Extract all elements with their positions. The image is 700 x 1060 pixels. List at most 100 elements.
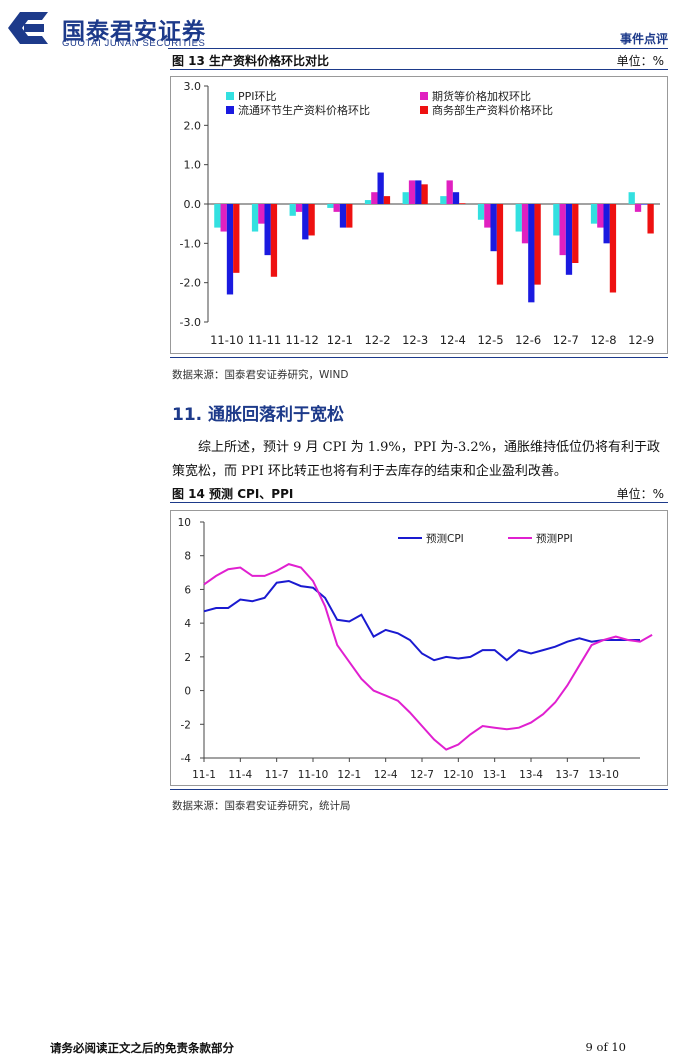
x-tick-label: 13-1 xyxy=(483,769,507,781)
figure13-unit: 单位：% xyxy=(616,54,664,68)
x-tick-label: 12-1 xyxy=(337,769,361,781)
figure14-unit: 单位：% xyxy=(616,487,664,501)
x-tick-label: 11-12 xyxy=(285,333,318,347)
figure14-title: 图 14 预测 CPI、PPI xyxy=(172,487,294,501)
bar xyxy=(289,204,296,216)
y-tick-label: -2.0 xyxy=(180,277,201,290)
bar xyxy=(440,196,447,204)
x-tick-label: 12-10 xyxy=(443,769,474,781)
bar xyxy=(251,204,259,232)
bar xyxy=(572,204,579,263)
bar xyxy=(233,204,240,273)
section-paragraph: 综上所述，预计 9 月 CPI 为 1.9%，PPI 为-3.2%，通胀维持低位… xyxy=(172,440,660,479)
figure14-source: 数据来源：国泰君安证券研究，统计局 xyxy=(172,800,351,812)
x-tick-label: 13-7 xyxy=(555,769,579,781)
x-tick-label: 12-5 xyxy=(477,333,503,347)
figure13-rule xyxy=(170,357,668,358)
bar xyxy=(603,204,610,244)
bar xyxy=(264,204,271,256)
x-tick-label: 11-10 xyxy=(210,333,243,347)
legend-swatch xyxy=(420,92,428,100)
chart-frame xyxy=(170,510,668,786)
x-tick-label: 11-10 xyxy=(298,769,329,781)
company-name-en: GUOTAI JUNAN SECURITIES xyxy=(62,38,206,49)
figure13-header: 图 13 生产资料价格环比对比 单位：% xyxy=(170,50,668,70)
bar xyxy=(521,204,529,244)
y-tick-label: 3.0 xyxy=(184,80,202,93)
document-type: 事件点评 xyxy=(619,32,668,46)
bar xyxy=(477,204,485,220)
bar xyxy=(308,204,315,236)
bar xyxy=(641,204,648,205)
bar xyxy=(609,204,617,293)
legend-label: 预测CPI xyxy=(426,532,464,545)
company-name-cn: 国泰君安证券 xyxy=(62,19,206,45)
bar xyxy=(258,204,265,224)
legend-label: 商务部生产资料价格环比 xyxy=(432,103,553,117)
x-tick-label: 12-1 xyxy=(327,333,353,347)
section-title: 11. 通胀回落利于宽松 xyxy=(172,405,345,425)
bar xyxy=(496,204,504,285)
legend-label: 流通环节生产资料价格环比 xyxy=(238,103,370,117)
bar xyxy=(553,204,560,236)
y-tick-label: -1.0 xyxy=(180,237,201,250)
y-tick-label: 0.0 xyxy=(184,198,202,211)
bar xyxy=(302,204,309,240)
bar xyxy=(634,204,642,212)
bar xyxy=(484,204,491,228)
bar xyxy=(371,192,378,204)
footer-disclaimer: 请务必阅读正文之后的免责条款部分 xyxy=(50,1041,234,1055)
y-tick-label: 6 xyxy=(184,584,191,596)
x-tick-label: 12-4 xyxy=(440,333,466,347)
bar xyxy=(647,204,654,234)
bar xyxy=(534,204,541,285)
legend-label: 预测PPI xyxy=(536,532,573,545)
y-tick-label: -2 xyxy=(181,719,191,731)
bar xyxy=(383,196,391,204)
logo-emblem-icon xyxy=(8,12,48,44)
legend-label: PPI环比 xyxy=(238,90,277,103)
y-tick-label: 2 xyxy=(184,652,191,664)
bar xyxy=(220,204,227,232)
page-number: 9 of 10 xyxy=(585,1040,626,1054)
bar xyxy=(590,204,598,224)
line-chart-svg: 10 8 6 4 2 0 -2 -411-1 11-4 11-7 11-10 12-1 12-4 12-7… xyxy=(170,510,668,786)
bar xyxy=(333,204,340,212)
company-logo: 国泰君安证券 GUOTAI JUNAN SECURITIES xyxy=(4,8,242,49)
x-tick-label: 12-2 xyxy=(364,333,390,347)
series-line xyxy=(203,563,653,751)
y-tick-label: 4 xyxy=(184,618,191,630)
y-tick-label: 2.0 xyxy=(184,119,202,132)
bar xyxy=(446,180,453,204)
x-tick-label: 13-4 xyxy=(519,769,543,781)
bar xyxy=(327,204,334,208)
figure14-header: 图 14 预测 CPI、PPI 单位：% xyxy=(170,483,668,503)
y-tick-label: 0 xyxy=(184,686,191,698)
x-tick-label: 12-9 xyxy=(628,333,654,347)
y-tick-label: 1.0 xyxy=(184,159,202,172)
bar xyxy=(408,180,416,204)
figure14-rule xyxy=(170,789,668,790)
bar xyxy=(214,204,221,228)
bar xyxy=(490,204,497,252)
y-tick-label: -4 xyxy=(181,753,192,765)
chart-frame xyxy=(170,76,668,354)
legend-swatch xyxy=(226,92,234,100)
bar xyxy=(226,204,234,295)
figure13-source: 数据来源：国泰君安证券研究，WIND xyxy=(172,369,349,381)
bar xyxy=(364,200,372,204)
bar xyxy=(346,204,353,228)
figure13-chart: 3.0 2.0 1.0 0.0 -1.0 -2.0 -3.0 11-10 11-11 11-12 1… xyxy=(170,76,668,354)
legend-swatch xyxy=(226,106,234,114)
y-tick-label: -3.0 xyxy=(180,316,201,329)
x-tick-label: 11-4 xyxy=(228,769,252,781)
x-tick-label: 11-11 xyxy=(248,333,281,347)
y-tick-label: 8 xyxy=(184,551,191,563)
bar xyxy=(565,204,573,275)
bar xyxy=(270,204,278,277)
x-tick-label: 12-4 xyxy=(374,769,398,781)
bar xyxy=(402,192,409,204)
figure13-title: 图 13 生产资料价格环比对比 xyxy=(172,54,330,68)
legend-swatch xyxy=(420,106,428,114)
bar xyxy=(628,192,635,204)
